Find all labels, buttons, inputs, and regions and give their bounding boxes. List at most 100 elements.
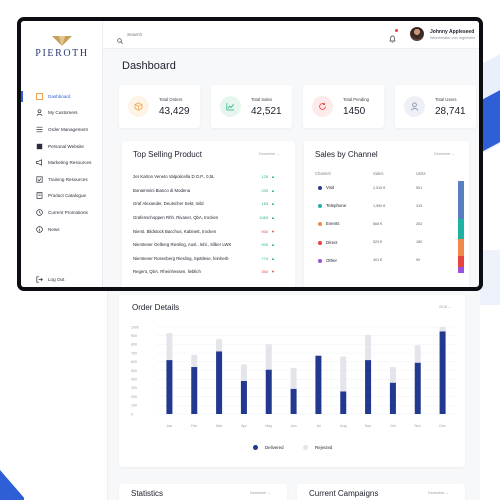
bar-delivered[interactable] (265, 369, 272, 414)
bar-delivered[interactable] (290, 388, 297, 414)
channel-row[interactable]: Direct 520 € 180 (315, 235, 465, 253)
x-tick-label: Dec (439, 424, 446, 428)
channel-row[interactable]: Events 668 € 263 (315, 216, 465, 234)
product-count: 354 (261, 269, 269, 275)
wine-glass-logo-icon (52, 36, 72, 46)
order-details-title: Order Details (132, 303, 180, 312)
top-bar: Johnny Appleseed Weinberater von Ingelhe… (103, 21, 479, 49)
bar-rejected[interactable] (414, 345, 421, 363)
order-details-period-select[interactable]: 2018 ⌄ (439, 305, 452, 309)
box-icon (128, 96, 149, 117)
trend-up-arrow-icon: ▲ (271, 174, 275, 180)
bar-delivered[interactable] (439, 331, 446, 414)
campaigns-period-select[interactable]: December ⌄ (428, 491, 449, 495)
product-name: Nierstener Oelberg Riesling, Ausl., lebl… (133, 242, 232, 248)
bar-delivered[interactable] (240, 380, 247, 414)
bar-rejected[interactable] (240, 364, 247, 381)
trend-up-icon (220, 96, 241, 117)
statistics-period-select[interactable]: December ⌄ (250, 491, 271, 495)
bar-rejected[interactable] (166, 333, 173, 361)
product-name: Regent, QbA, Rheinhessen, lieblich (133, 269, 201, 275)
user-name[interactable]: Johnny Appleseed (430, 29, 475, 35)
bar-delivered[interactable] (166, 360, 173, 414)
sidebar-item-dashboard[interactable]: Dashboard (21, 88, 103, 105)
bar-delivered[interactable] (315, 355, 322, 414)
product-row[interactable]: Nierst. Bildstock Bacchus, Kabinett, tro… (133, 224, 278, 238)
app-window: PIEROTH Dashboard My Customers Order Man… (17, 17, 483, 291)
product-row[interactable]: Graf Alexander, Deutscher Sekt, mild 183 ▲ (133, 197, 278, 211)
bar-delivered[interactable] (340, 391, 347, 414)
flag-icon (35, 142, 43, 150)
product-row[interactable]: Nierstener Oelberg Riesling, Ausl., lebl… (133, 238, 278, 252)
bar-rejected[interactable] (191, 354, 198, 368)
bar-rejected[interactable] (216, 339, 223, 352)
sidebar-item-product-catalogue[interactable]: Product Catalogue (21, 188, 103, 205)
sidebar-item-my-customers[interactable]: My Customers (21, 105, 103, 122)
bar-rejected[interactable] (340, 356, 347, 392)
search-icon (117, 31, 123, 49)
trend-up-arrow-icon: ▲ (271, 215, 275, 221)
sidebar-item-training-resources[interactable]: Training Resources (21, 171, 103, 188)
order-details-panel: Order Details 2018 ⌄ 1000 900 800 700 600 500… (119, 295, 465, 467)
y-tick-label: 1000 (131, 325, 139, 329)
product-row[interactable]: Regent, QbA, Rheinhessen, lieblich 354 ▼ (133, 265, 278, 279)
product-row[interactable]: Nierstener Rosenberg Riesling, Spätlese,… (133, 252, 278, 266)
search-input[interactable] (127, 29, 277, 41)
legend-rejected: Rejected (303, 445, 332, 450)
sidebar-item-label: Order Management (48, 126, 88, 132)
bar-delivered[interactable] (365, 360, 372, 414)
channel-row[interactable]: Telephone 1,550 € 315 (315, 198, 465, 216)
channel-row[interactable]: Visit 2,510 € 591 (315, 180, 465, 198)
x-tick-label: Jul (316, 424, 321, 428)
avatar[interactable] (410, 27, 424, 41)
tag-icon (35, 175, 43, 183)
notification-dot (395, 29, 398, 32)
bell-icon[interactable] (389, 30, 396, 48)
channel-row[interactable]: Other 401 € 90 (315, 253, 465, 271)
channel-units: 315 (416, 203, 423, 208)
product-count: 774 (261, 255, 269, 261)
sidebar-item-order-management[interactable]: Order Management (21, 121, 103, 138)
channel-color-dot (318, 204, 322, 209)
bar-delivered[interactable] (414, 362, 421, 414)
y-tick-label: 700 (131, 351, 137, 355)
y-tick-label: 900 (131, 334, 137, 338)
sidebar-item-personal-website[interactable]: Personal Website (21, 138, 103, 155)
sales-by-channel-period-select[interactable]: December ⌄ (434, 152, 455, 156)
bar-rejected[interactable] (365, 334, 372, 361)
bar-rejected[interactable] (290, 367, 297, 389)
channel-share-segment (458, 255, 464, 268)
sidebar-item-marketing-resources[interactable]: Marketing Resources (21, 154, 103, 171)
bar-rejected[interactable] (439, 327, 446, 332)
sales-by-channel-panel: Sales by Channel December ⌄ Channel Sale… (304, 141, 469, 287)
stat-label: Total Users (435, 97, 457, 102)
sidebar-item-label: My Customers (48, 110, 78, 116)
product-row[interactable]: Grafenschoppen Rhh. Rivaner, QbA, trocke… (133, 211, 278, 225)
channel-units: 591 (416, 185, 423, 190)
top-selling-period-select[interactable]: December ⌄ (259, 152, 280, 156)
stat-label: Total Sales (251, 97, 273, 102)
channel-name: Visit (326, 185, 335, 190)
sidebar-item-label: News (48, 226, 60, 232)
sidebar-item-news[interactable]: News (21, 221, 103, 238)
x-tick-label: May (265, 424, 272, 428)
bar-delivered[interactable] (216, 351, 223, 414)
bar-delivered[interactable] (389, 382, 396, 414)
sidebar-item-current-promotions[interactable]: Current Promotions (21, 204, 103, 221)
x-tick-label: Apr (241, 424, 247, 428)
product-row[interactable]: 2er Karton Veneto Valpolicella D.O.P., 0… (133, 170, 278, 184)
product-count: 033 (261, 187, 269, 193)
bar-delivered[interactable] (191, 367, 198, 414)
y-tick-label: 300 (131, 386, 137, 390)
bar-rejected[interactable] (389, 367, 396, 383)
y-tick-label: 0 (131, 412, 133, 416)
sidebar-item-label: Current Promotions (48, 209, 88, 215)
dashboard-icon (35, 92, 43, 100)
product-row[interactable]: Bonammini Bianco di Modena 033 ▲ (133, 184, 278, 198)
statistics-title: Statistics (131, 489, 164, 498)
x-tick-label: Jan (167, 424, 173, 428)
bar-rejected[interactable] (265, 344, 272, 370)
statistics-card: Statistics December ⌄ (119, 484, 287, 500)
logout-button[interactable]: Log Out (21, 273, 103, 285)
